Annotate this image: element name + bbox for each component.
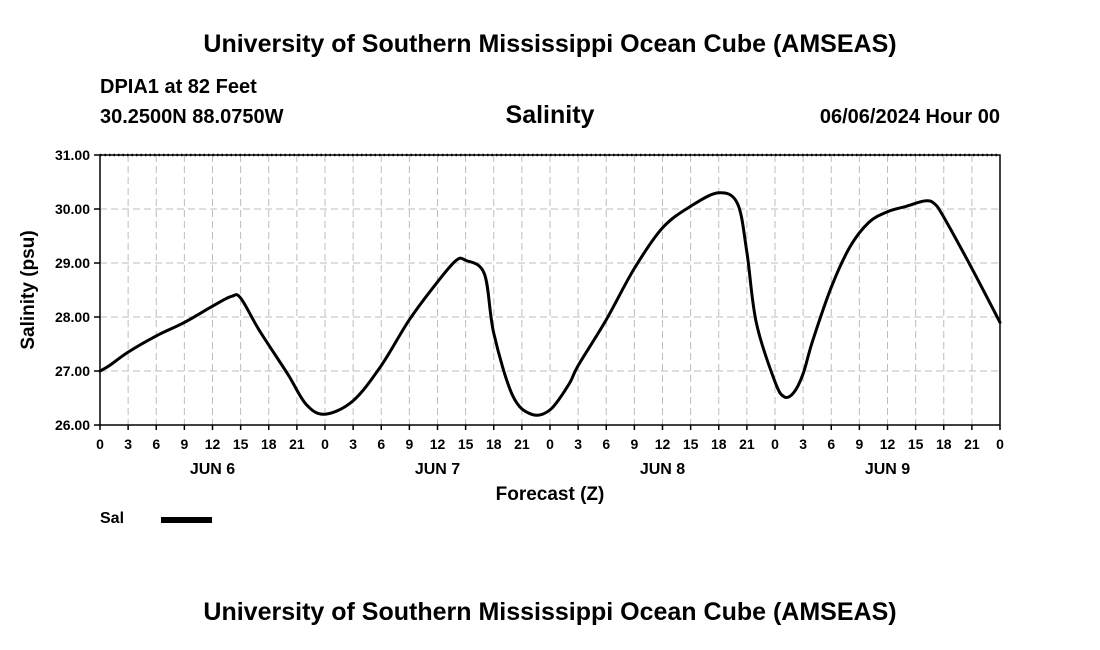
x-tick-label: 9: [405, 436, 413, 452]
y-tick-label: 26.00: [55, 417, 90, 433]
x-tick-label: 18: [486, 436, 502, 452]
x-tick-label: 9: [855, 436, 863, 452]
coordinates-label: 30.2500N 88.0750W: [100, 106, 284, 128]
x-tick-label: 3: [799, 436, 807, 452]
x-tick-label: 0: [771, 436, 779, 452]
x-tick-label: 0: [96, 436, 104, 452]
y-tick-label: 30.00: [55, 201, 90, 217]
x-tick-label: 18: [711, 436, 727, 452]
y-tick-label: 27.00: [55, 363, 90, 379]
x-tick-label: 15: [233, 436, 249, 452]
x-tick-label: 0: [546, 436, 554, 452]
x-tick-label: 6: [602, 436, 610, 452]
x-tick-label: 18: [261, 436, 277, 452]
legend-label: Sal: [100, 510, 125, 527]
x-tick-label: 21: [964, 436, 980, 452]
x-tick-label: 18: [936, 436, 952, 452]
x-tick-label: 12: [655, 436, 671, 452]
y-axis-title: Salinity (psu): [18, 230, 39, 349]
legend-line-swatch: [161, 517, 212, 523]
x-tick-label: 9: [180, 436, 188, 452]
day-label: JUN 9: [865, 461, 910, 478]
x-tick-label: 21: [514, 436, 530, 452]
chart-title: Salinity: [505, 101, 595, 129]
forecast-datetime: 06/06/2024 Hour 00: [819, 106, 1000, 128]
y-tick-label: 28.00: [55, 309, 90, 325]
x-tick-label: 3: [574, 436, 582, 452]
x-tick-label: 6: [152, 436, 160, 452]
x-tick-label: 12: [430, 436, 446, 452]
x-tick-label: 21: [739, 436, 755, 452]
day-label: JUN 6: [190, 461, 235, 478]
top-title: University of Southern Mississippi Ocean…: [203, 30, 897, 58]
series-line-sal: [98, 191, 1002, 417]
x-tick-label: 6: [827, 436, 835, 452]
day-label: JUN 8: [640, 461, 685, 478]
y-tick-label: 29.00: [55, 255, 90, 271]
x-tick-label: 6: [377, 436, 385, 452]
x-tick-label: 3: [124, 436, 132, 452]
x-tick-label: 9: [630, 436, 638, 452]
x-tick-label: 15: [458, 436, 474, 452]
x-tick-label: 21: [289, 436, 305, 452]
x-tick-label: 0: [321, 436, 329, 452]
x-tick-label: 0: [996, 436, 1004, 452]
bottom-title: University of Southern Mississippi Ocean…: [203, 598, 897, 626]
day-label: JUN 7: [415, 461, 460, 478]
x-tick-label: 15: [908, 436, 924, 452]
x-tick-label: 12: [880, 436, 896, 452]
y-tick-label: 31.00: [55, 147, 90, 163]
x-axis-title: Forecast (Z): [496, 484, 605, 505]
x-tick-label: 12: [205, 436, 221, 452]
x-tick-label: 3: [349, 436, 357, 452]
station-label: DPIA1 at 82 Feet: [100, 76, 257, 98]
x-tick-label: 15: [683, 436, 699, 452]
